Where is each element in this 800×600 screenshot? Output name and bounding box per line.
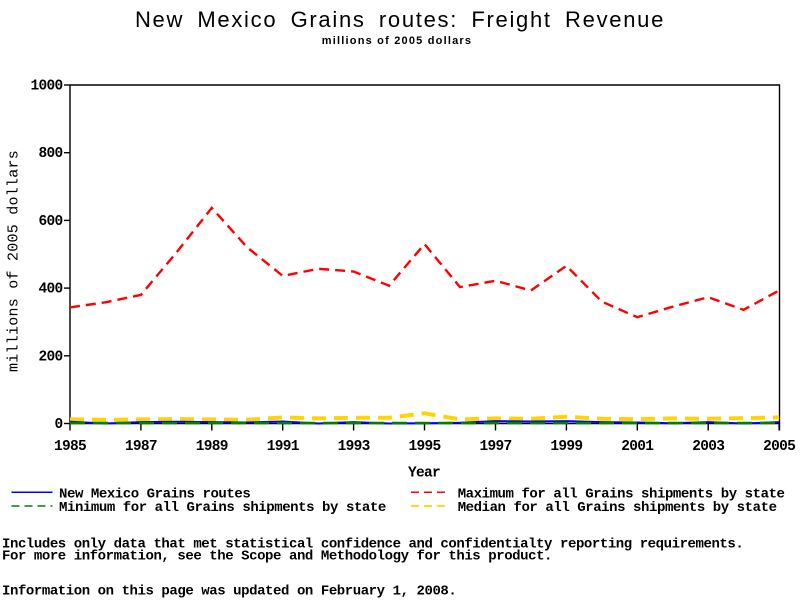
svg-text:600: 600 xyxy=(38,214,62,230)
svg-text:1000: 1000 xyxy=(30,79,62,95)
svg-text:2001: 2001 xyxy=(621,439,654,455)
svg-text:0: 0 xyxy=(54,417,62,433)
svg-text:Includes only data that met st: Includes only data that met statistical … xyxy=(2,537,743,553)
svg-text:400: 400 xyxy=(38,282,62,298)
svg-text:For more information, see the: For more information, see the Scope and … xyxy=(2,549,552,565)
svg-text:millions of 2005 dollars: millions of 2005 dollars xyxy=(6,150,23,372)
svg-text:1997: 1997 xyxy=(479,439,511,455)
svg-text:Year: Year xyxy=(408,466,440,482)
svg-text:Minimum for all Grains shipmen: Minimum for all Grains shipments by stat… xyxy=(59,500,386,516)
svg-text:1987: 1987 xyxy=(125,439,157,455)
svg-text:2005: 2005 xyxy=(763,439,795,455)
svg-text:Maximum for all Grains shipmen: Maximum for all Grains shipments by stat… xyxy=(458,487,785,503)
svg-text:Median for all Grains shipment: Median for all Grains shipments by state xyxy=(458,500,777,516)
svg-text:1991: 1991 xyxy=(267,439,300,455)
svg-text:800: 800 xyxy=(38,146,62,162)
svg-text:1999: 1999 xyxy=(550,439,582,455)
svg-text:1989: 1989 xyxy=(196,439,228,455)
svg-text:1985: 1985 xyxy=(54,439,86,455)
svg-text:1995: 1995 xyxy=(408,439,440,455)
svg-text:New Mexico Grains routes: Frei: New Mexico Grains routes: Freight Revenu… xyxy=(135,7,665,32)
svg-text:2003: 2003 xyxy=(692,439,724,455)
svg-text:Information on this page was u: Information on this page was updated on … xyxy=(2,584,456,600)
svg-text:1993: 1993 xyxy=(338,439,370,455)
svg-text:200: 200 xyxy=(38,349,62,365)
svg-text:New Mexico Grains routes: New Mexico Grains routes xyxy=(59,487,250,503)
svg-text:millions of 2005 dollars: millions of 2005 dollars xyxy=(322,35,472,47)
